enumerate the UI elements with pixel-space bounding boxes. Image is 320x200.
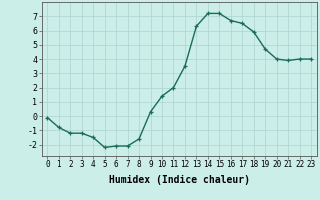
X-axis label: Humidex (Indice chaleur): Humidex (Indice chaleur) — [109, 175, 250, 185]
